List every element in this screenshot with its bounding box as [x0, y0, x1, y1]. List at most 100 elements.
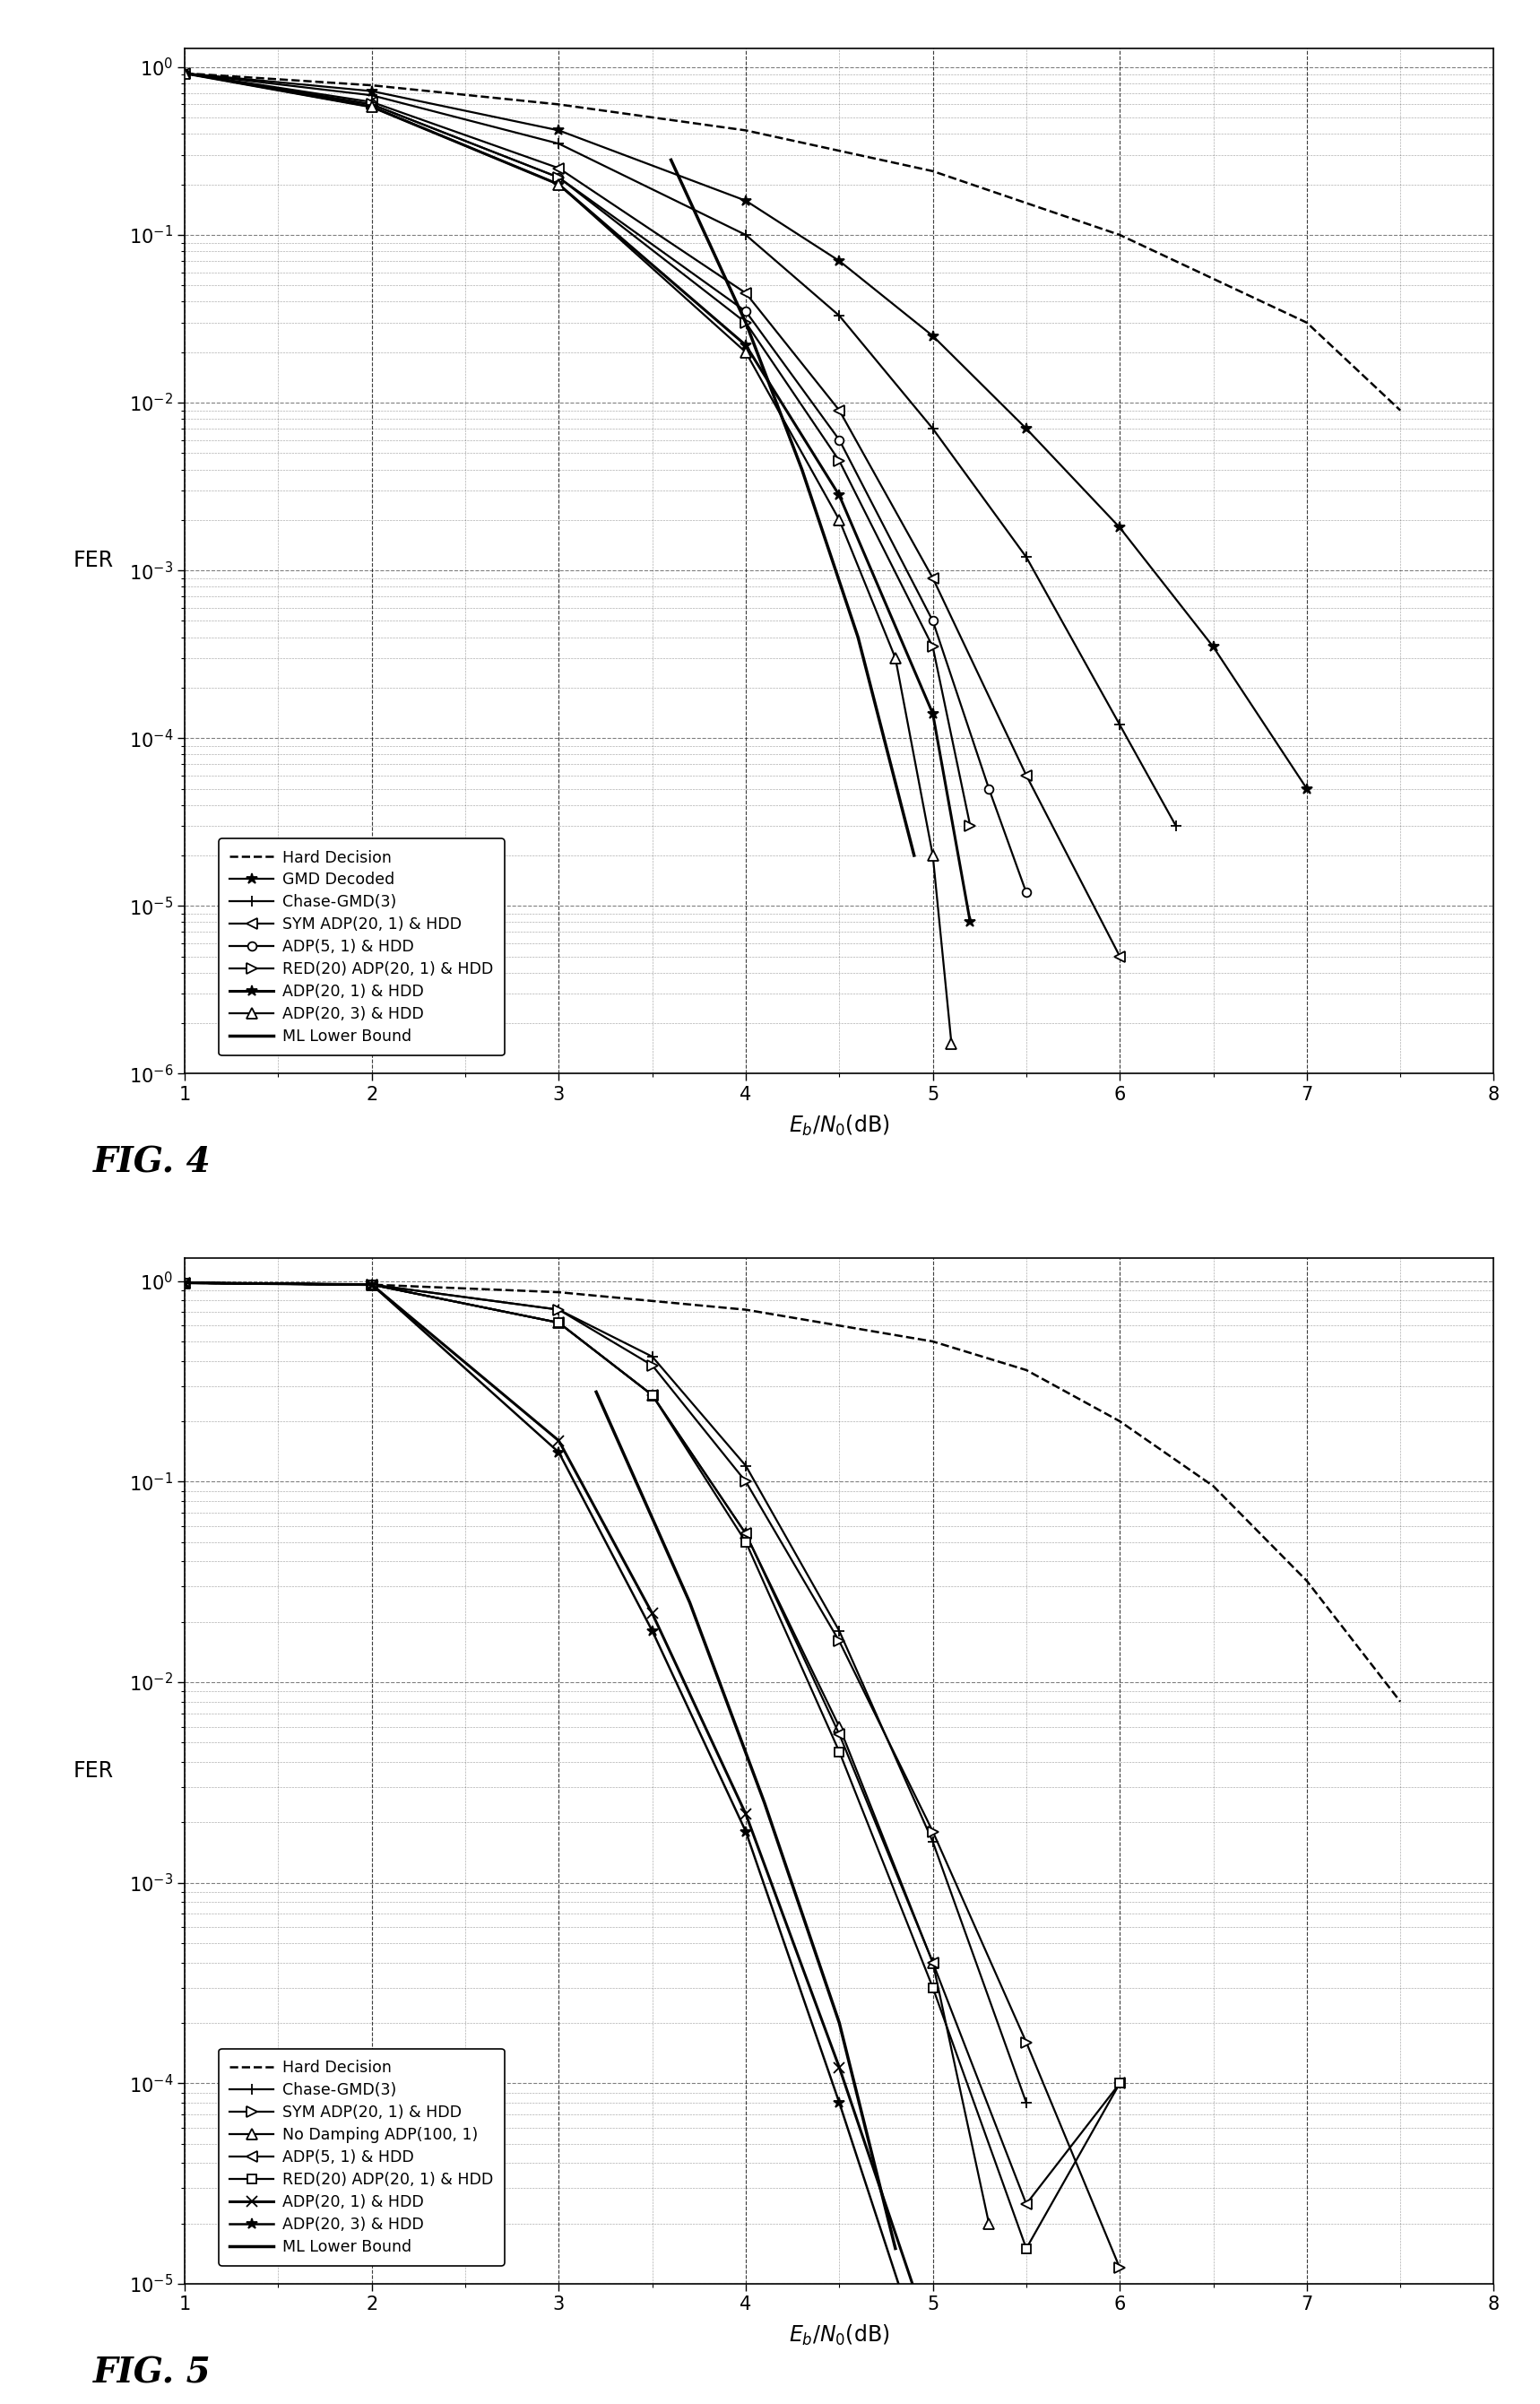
RED(20) ADP(20, 1) & HDD — [362, 1269, 380, 1298]
ML Lower Bound — [793, 454, 812, 483]
Hard Decision — [176, 58, 194, 87]
SYM ADP(20, 1) & HDD — [736, 279, 755, 308]
SYM ADP(20, 1) & HDD — [1110, 2253, 1129, 2281]
ADP(5, 1) & HDD — [362, 1269, 380, 1298]
ADP(20, 1) & HDD — [961, 909, 979, 938]
ADP(20, 3) & HDD — [830, 505, 849, 534]
No Damping ADP(100, 1) — [176, 1269, 194, 1298]
Hard Decision — [1110, 221, 1129, 250]
ADP(20, 3) & HDD — [176, 58, 194, 87]
RED(20) ADP(20, 1) & HDD — [924, 632, 942, 661]
ADP(20, 3) & HDD — [924, 2375, 942, 2404]
RED(20) ADP(20, 1) & HDD — [1016, 2233, 1035, 2262]
ADP(5, 1) & HDD — [1110, 2070, 1129, 2099]
ADP(5, 1) & HDD — [176, 58, 194, 87]
RED(20) ADP(20, 1) & HDD — [176, 1269, 194, 1298]
Hard Decision — [1110, 1406, 1129, 1435]
Chase-GMD(3) — [830, 1615, 849, 1644]
Chase-GMD(3) — [736, 221, 755, 250]
SYM ADP(20, 1) & HDD — [924, 1817, 942, 1846]
ADP(20, 3) & HDD — [362, 91, 380, 120]
SYM ADP(20, 1) & HDD — [1016, 2029, 1035, 2058]
ADP(20, 1) & HDD — [736, 1801, 755, 1829]
RED(20) ADP(20, 1) & HDD — [176, 58, 194, 87]
ADP(5, 1) & HDD — [1016, 877, 1035, 906]
Legend: Hard Decision, Chase-GMD(3), SYM ADP(20, 1) & HDD, No Damping ADP(100, 1), ADP(5: Hard Decision, Chase-GMD(3), SYM ADP(20,… — [219, 2048, 504, 2265]
ADP(5, 1) & HDD — [736, 298, 755, 327]
ADP(20, 1) & HDD — [644, 1599, 662, 1628]
Chase-GMD(3) — [1167, 813, 1186, 841]
ADP(5, 1) & HDD — [176, 1269, 194, 1298]
Line: ML Lower Bound: ML Lower Bound — [596, 1392, 895, 2248]
No Damping ADP(100, 1) — [924, 1947, 942, 1976]
ML Lower Bound — [755, 1789, 773, 1817]
ML Lower Bound — [885, 2233, 904, 2262]
ADP(5, 1) & HDD — [644, 1380, 662, 1409]
Hard Decision — [924, 156, 942, 185]
ADP(20, 3) & HDD — [550, 1438, 568, 1466]
Hard Decision — [362, 70, 380, 99]
ADP(20, 3) & HDD — [885, 644, 904, 673]
SYM ADP(20, 1) & HDD — [830, 1628, 849, 1656]
Text: FIG. 4: FIG. 4 — [92, 1144, 211, 1180]
GMD Decoded — [550, 115, 568, 144]
SYM ADP(20, 1) & HDD — [1016, 762, 1035, 791]
ADP(20, 1) & HDD — [830, 481, 849, 510]
Line: ADP(5, 1) & HDD: ADP(5, 1) & HDD — [180, 1279, 1124, 2209]
Chase-GMD(3) — [924, 413, 942, 442]
ADP(5, 1) & HDD — [550, 1308, 568, 1337]
GMD Decoded — [1016, 413, 1035, 442]
Hard Decision — [176, 1269, 194, 1298]
Text: FIG. 5: FIG. 5 — [92, 2356, 211, 2390]
GMD Decoded — [1298, 774, 1317, 803]
Line: ADP(20, 3) & HDD: ADP(20, 3) & HDD — [180, 67, 956, 1048]
SYM ADP(20, 1) & HDD — [362, 1269, 380, 1298]
RED(20) ADP(20, 1) & HDD — [1110, 2070, 1129, 2099]
Chase-GMD(3) — [176, 1269, 194, 1298]
Line: ADP(5, 1) & HDD: ADP(5, 1) & HDD — [180, 70, 1030, 897]
ADP(20, 1) & HDD — [176, 1269, 194, 1298]
Hard Decision — [736, 115, 755, 144]
Legend: Hard Decision, GMD Decoded, Chase-GMD(3), SYM ADP(20, 1) & HDD, ADP(5, 1) & HDD,: Hard Decision, GMD Decoded, Chase-GMD(3)… — [219, 839, 504, 1055]
Chase-GMD(3) — [1110, 712, 1129, 740]
ML Lower Bound — [849, 623, 867, 651]
Line: No Damping ADP(100, 1): No Damping ADP(100, 1) — [180, 1279, 993, 2229]
Chase-GMD(3) — [550, 1296, 568, 1325]
No Damping ADP(100, 1) — [979, 2209, 998, 2238]
Chase-GMD(3) — [176, 58, 194, 87]
ML Lower Bound — [662, 147, 681, 175]
GMD Decoded — [1204, 632, 1223, 661]
SYM ADP(20, 1) & HDD — [362, 87, 380, 115]
ADP(5, 1) & HDD — [924, 606, 942, 635]
RED(20) ADP(20, 1) & HDD — [550, 163, 568, 192]
ADP(20, 3) & HDD — [942, 1029, 961, 1058]
ADP(5, 1) & HDD — [1016, 2190, 1035, 2219]
RED(20) ADP(20, 1) & HDD — [644, 1380, 662, 1409]
RED(20) ADP(20, 1) & HDD — [961, 813, 979, 841]
Chase-GMD(3) — [924, 1827, 942, 1856]
ADP(5, 1) & HDD — [830, 426, 849, 454]
Line: Hard Decision: Hard Decision — [185, 1284, 1400, 1702]
Line: Hard Decision: Hard Decision — [185, 72, 1400, 411]
ADP(20, 3) & HDD — [924, 841, 942, 870]
ADP(5, 1) & HDD — [550, 163, 568, 192]
GMD Decoded — [1110, 512, 1129, 541]
ADP(20, 1) & HDD — [830, 2053, 849, 2082]
ADP(20, 3) & HDD — [830, 2089, 849, 2118]
Hard Decision — [1298, 308, 1317, 337]
Line: ADP(20, 1) & HDD: ADP(20, 1) & HDD — [179, 1277, 976, 2404]
Hard Decision — [736, 1296, 755, 1325]
SYM ADP(20, 1) & HDD — [644, 1351, 662, 1380]
ML Lower Bound — [906, 841, 924, 870]
RED(20) ADP(20, 1) & HDD — [830, 1738, 849, 1767]
No Damping ADP(100, 1) — [644, 1380, 662, 1409]
Line: ADP(20, 3) & HDD: ADP(20, 3) & HDD — [179, 1277, 976, 2404]
SYM ADP(20, 1) & HDD — [830, 397, 849, 426]
ADP(20, 1) & HDD — [550, 1426, 568, 1454]
Hard Decision — [1391, 397, 1409, 426]
GMD Decoded — [830, 248, 849, 276]
Chase-GMD(3) — [550, 130, 568, 159]
Line: SYM ADP(20, 1) & HDD: SYM ADP(20, 1) & HDD — [180, 67, 1124, 962]
SYM ADP(20, 1) & HDD — [550, 1296, 568, 1325]
Hard Decision — [362, 1269, 380, 1298]
